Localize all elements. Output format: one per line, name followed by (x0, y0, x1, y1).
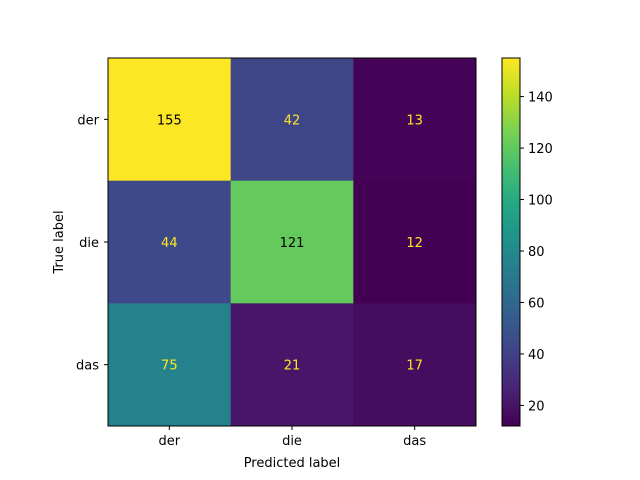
heatmap-cell (353, 58, 477, 182)
cell-value-label: 75 (161, 359, 178, 374)
x-tick-label: der (159, 434, 181, 449)
colorbar-tick-label: 100 (528, 194, 553, 209)
y-axis-ticks: der die das (76, 113, 108, 374)
colorbar-tick-label: 80 (528, 245, 545, 260)
x-tick-label: die (282, 434, 302, 449)
heatmap-cell (230, 180, 354, 304)
cell-value-label: 155 (157, 113, 182, 128)
cell-value-label: 42 (284, 113, 301, 128)
cell-value-label: 121 (280, 236, 305, 251)
colorbar-ticks: 20 40 60 80 100 120 140 (520, 91, 553, 414)
x-tick-label: das (403, 434, 426, 449)
heatmap-cell (230, 303, 354, 427)
heatmap-cell (353, 303, 477, 427)
colorbar-gradient (502, 58, 520, 426)
cell-value-label: 17 (406, 359, 423, 374)
x-axis-label: Predicted label (244, 456, 341, 471)
colorbar-frame (501, 57, 521, 427)
heatmap-cell (108, 180, 232, 304)
heatmap-cell (230, 58, 354, 182)
colorbar-tick-label: 40 (528, 348, 545, 363)
y-tick-label: der (77, 113, 99, 128)
cell-value-labels: 155 42 13 44 121 12 75 21 17 (157, 113, 423, 373)
colorbar-tick-label: 140 (528, 91, 553, 106)
y-tick-label: das (76, 359, 99, 374)
cell-value-label: 13 (406, 113, 423, 128)
y-tick-label: die (79, 236, 99, 251)
cell-value-label: 44 (161, 236, 178, 251)
cell-value-label: 12 (406, 236, 423, 251)
heatmap-cell (108, 58, 232, 182)
colorbar: 20 40 60 80 100 120 140 (501, 57, 553, 427)
cell-value-label: 21 (284, 359, 301, 374)
colorbar-tick-label: 20 (528, 399, 545, 414)
heatmap-cells (108, 58, 477, 427)
heatmap-cell (108, 303, 232, 427)
heatmap-cell (353, 180, 477, 304)
x-axis-ticks: der die das (159, 426, 426, 449)
colorbar-tick-label: 120 (528, 142, 553, 157)
y-axis-label: True label (52, 210, 67, 274)
colorbar-tick-label: 60 (528, 296, 545, 311)
